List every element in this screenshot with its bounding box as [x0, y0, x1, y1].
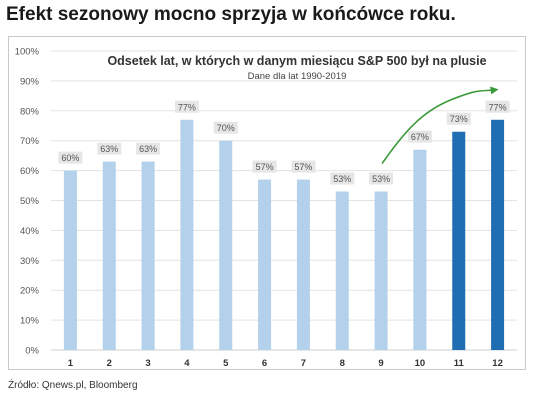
y-tick-label: 80% [20, 106, 40, 117]
chart-title: Odsetek lat, w których w danym miesiącu … [107, 54, 486, 68]
data-label-background [407, 130, 432, 143]
bar-month-7 [296, 179, 310, 350]
y-tick-label: 30% [20, 256, 40, 267]
data-label: 70% [213, 121, 238, 134]
data-label: 53% [369, 172, 394, 185]
y-tick-label: 50% [20, 196, 40, 207]
data-label-text: 63% [139, 144, 157, 154]
data-label: 77% [174, 100, 199, 113]
data-label-text: 67% [411, 132, 429, 142]
data-labels: 60% 63% 63% 77% 70% 57% 57% 53% 53% 67% 73% 77% [58, 100, 510, 185]
data-label-background [330, 172, 355, 185]
data-label-text: 57% [294, 162, 312, 172]
bar-month-8 [335, 191, 349, 350]
x-tick-label: 4 [184, 358, 190, 369]
x-tick-label: 7 [301, 358, 306, 369]
data-label-background [213, 121, 238, 134]
bar-month-12 [491, 119, 505, 351]
y-tick-label: 100% [15, 47, 40, 58]
x-tick-label: 5 [223, 358, 229, 369]
x-tick-label: 12 [492, 358, 503, 369]
x-tick-label: 6 [262, 358, 267, 369]
x-tick-label: 11 [454, 358, 465, 369]
bars [63, 119, 505, 351]
data-label-background [58, 151, 83, 164]
y-tick-label: 10% [20, 316, 40, 327]
data-label: 57% [291, 160, 316, 173]
data-label-text: 77% [178, 102, 196, 112]
bar-month-11 [452, 131, 466, 350]
data-label-text: 60% [61, 153, 79, 163]
data-label-text: 53% [333, 174, 351, 184]
x-tick-label: 1 [68, 358, 74, 369]
chart-subtitle: Dane dla lat 1990-2019 [248, 71, 347, 82]
data-label: 60% [58, 151, 83, 164]
data-label: 73% [446, 112, 471, 125]
data-label: 63% [97, 142, 122, 155]
data-label-text: 53% [372, 174, 390, 184]
bar-month-2 [102, 161, 116, 350]
bar-month-9 [374, 191, 388, 350]
data-label: 77% [485, 100, 510, 113]
headline: Efekt sezonowy mocno sprzyja w końcówce … [6, 4, 456, 25]
data-label: 67% [407, 130, 432, 143]
data-label: 53% [330, 172, 355, 185]
data-label-text: 63% [100, 144, 118, 154]
data-label-background [446, 112, 471, 125]
chart-frame: Odsetek lat, w których w danym miesiącu … [8, 36, 526, 370]
y-tick-label: 90% [20, 76, 40, 87]
bar-month-3 [141, 161, 155, 350]
y-tick-label: 40% [20, 226, 40, 237]
bar-month-4 [180, 119, 194, 351]
gridlines [51, 50, 517, 351]
data-label-text: 57% [256, 162, 274, 172]
data-label-background [291, 160, 316, 173]
bar-month-10 [413, 149, 427, 350]
x-tick-label: 10 [415, 358, 426, 369]
data-label-text: 70% [217, 123, 235, 133]
data-label: 63% [136, 142, 161, 155]
y-axis-ticks: 0% 10% 20% 30% 40% 50% 60% 70% 80% 90% 100% [15, 47, 40, 357]
data-label-background [97, 142, 122, 155]
bar-month-6 [258, 179, 272, 350]
x-axis-ticks: 1 2 3 4 5 6 7 8 9 10 11 12 [68, 358, 503, 369]
data-label-text: 73% [450, 114, 468, 124]
y-tick-label: 60% [20, 166, 40, 177]
bar-chart: Odsetek lat, w których w danym miesiącu … [15, 47, 517, 369]
data-label-background [136, 142, 161, 155]
bar-month-1 [63, 170, 77, 350]
x-tick-label: 3 [145, 358, 150, 369]
y-tick-label: 20% [20, 286, 40, 297]
x-tick-label: 8 [340, 358, 345, 369]
source-note: Źródło: Qnews.pl, Bloomberg [8, 380, 138, 391]
y-tick-label: 70% [20, 136, 40, 147]
data-label-background [252, 160, 277, 173]
trend-arrow [381, 86, 499, 164]
x-tick-label: 9 [378, 358, 383, 369]
data-label-background [369, 172, 394, 185]
data-label-text: 77% [489, 102, 507, 112]
x-tick-label: 2 [107, 358, 112, 369]
y-tick-label: 0% [25, 346, 39, 357]
data-label: 57% [252, 160, 277, 173]
data-label-background [174, 100, 199, 113]
bar-month-5 [219, 140, 233, 350]
data-label-background [485, 100, 510, 113]
